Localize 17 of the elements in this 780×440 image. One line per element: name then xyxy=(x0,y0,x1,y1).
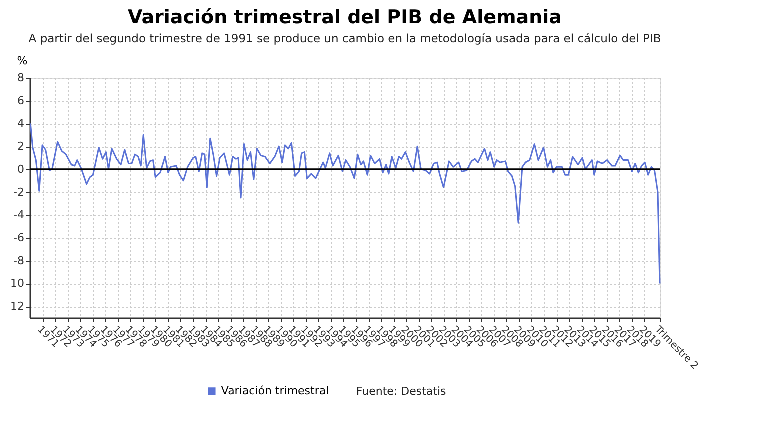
chart-subtitle: A partir del segundo trimestre de 1991 se produce un cambio en la metodología usada para el cálculo del PIB xyxy=(28,32,662,46)
y-tick-label: -2 xyxy=(14,186,24,199)
y-tick-label: 6 xyxy=(18,94,24,108)
source-note: Fuente: Destatis xyxy=(356,385,447,398)
y-axis-title: % xyxy=(17,54,28,68)
legend-label: Variación trimestral xyxy=(221,384,330,398)
line-series xyxy=(30,122,661,284)
y-tick-label: -8 xyxy=(14,254,24,268)
y-tick-label: 0 xyxy=(18,162,24,176)
y-tick-label: 12 xyxy=(10,300,24,314)
y-tick-label: -6 xyxy=(14,232,24,244)
y-tick-label: 8 xyxy=(18,72,24,84)
y-tick-label: -4 xyxy=(14,208,24,222)
y-tick-label: 10 xyxy=(10,277,24,290)
chart-title: Variación trimestral del PIB de Alemania xyxy=(128,6,562,28)
y-tick-label: 2 xyxy=(18,140,24,154)
y-tick-label: 4 xyxy=(18,117,24,130)
